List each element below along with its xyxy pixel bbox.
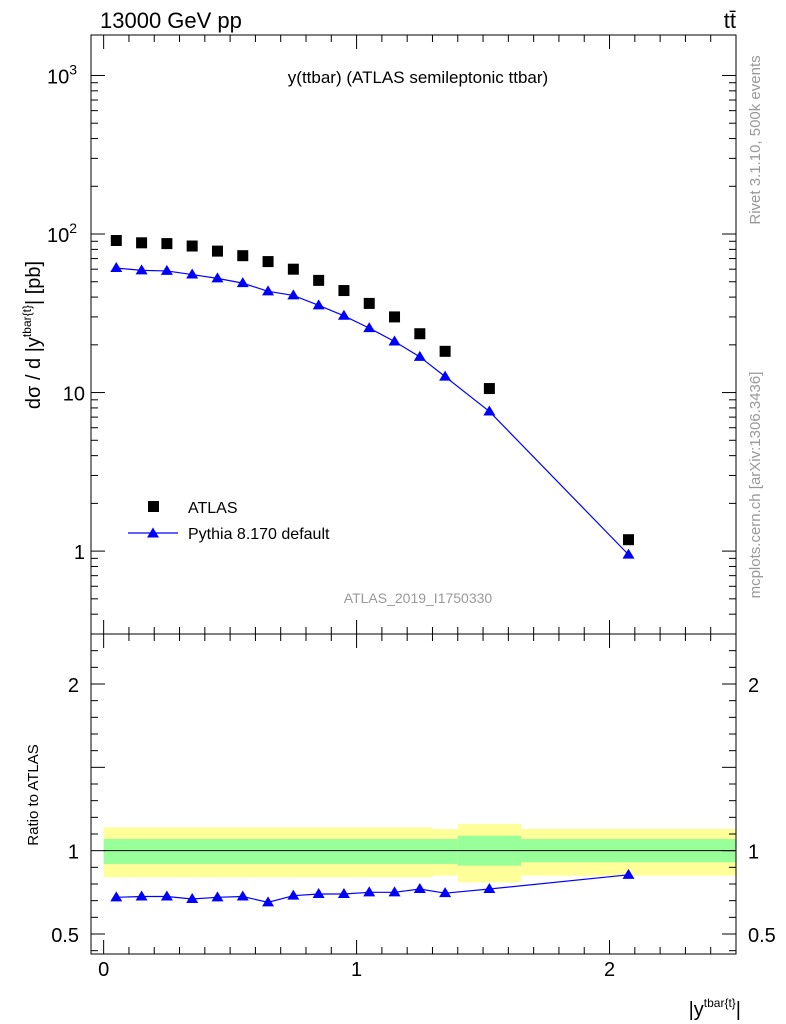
pythia-point [439,370,452,381]
ratio-point [363,886,376,897]
ratio-point [388,886,401,897]
atlas-point [483,383,495,395]
pythia-point [337,309,350,320]
pythia-point [483,405,496,416]
atlas-point [136,237,148,249]
mcplots-label: mcplots.cern.ch [arXiv:1306.3436] [747,372,764,599]
legend-marker-triangle [147,527,159,538]
header-left-label: 13000 GeV pp [100,8,242,33]
ratio-band-green [432,839,458,864]
ratio-point [135,890,148,901]
atlas-point [313,274,325,286]
pythia-point [622,548,635,559]
svg-text:dσ / d |ytbar{t}| [pb]: dσ / d |ytbar{t}| [pb] [20,261,45,409]
ratio-x-tick-label: 0 [98,959,109,981]
pythia-point [135,264,148,275]
pythia-point [287,289,300,300]
ratio-y-tick-label: 1 [68,842,79,864]
x-axis-label: |ytbar{t}| [689,996,741,1021]
ratio-point [110,891,123,902]
ratio-y-tick-labels: 0.5 0.5 1 1 2 2 [51,675,776,947]
main-axis-ticks [91,35,737,635]
legend-entry-pythia: Pythia 8.170 default [128,526,330,543]
main-y-tick-label: 102 [47,220,77,247]
ratio-x-tick-labels: 0 1 2 [98,959,615,981]
atlas-point [338,285,350,297]
pythia-point [236,277,249,288]
pythia-point [160,264,173,275]
pythia-line [116,267,629,556]
rivet-version-label: Rivet 3.1.10, 500k events [747,55,764,224]
ratio-point [262,896,275,907]
ratio-y-tick-label-right: 0.5 [748,925,776,947]
legend-entry-atlas: ATLAS [148,500,238,517]
main-y-tick-label: 10 [63,384,85,406]
svg-text:|ytbar{t}|: |ytbar{t}| [689,996,741,1021]
atlas-point [623,534,634,546]
pythia-series [110,262,635,559]
ratio-y-tick-label: 0.5 [51,925,79,947]
atlas-point [262,256,274,268]
ratio-pythia-series [110,868,635,907]
legend-label-atlas: ATLAS [188,500,238,517]
ratio-y-tick-label: 2 [68,675,79,697]
ratio-point [287,889,300,900]
atlas-point [211,245,223,257]
legend: ATLAS Pythia 8.170 default [128,500,330,543]
main-y-axis-label: dσ / d |ytbar{t}| [pb] [20,261,45,409]
ratio-point [439,887,452,898]
main-y-tick-labels: 1 10 102 103 [47,61,85,564]
ratio-x-tick-label: 2 [604,959,615,981]
ratio-point [483,883,496,893]
main-panel: 1 10 102 103 y(ttbar) (ATLAS semileptonic t… [20,34,737,635]
legend-marker-square [148,501,159,512]
main-title: y(ttbar) (ATLAS semileptonic ttbar) [288,68,548,87]
atlas-point [439,345,451,357]
atlas-point [414,328,426,340]
ratio-panel: 0.5 0.5 1 1 2 2 0 1 2 Ratio to ATLAS |ytbar{t}| [25,633,776,1021]
atlas-point [363,297,375,309]
ratio-y-tick-label-right: 2 [748,675,759,697]
pythia-point [363,322,376,333]
atlas-point [186,240,198,252]
legend-label-pythia: Pythia 8.170 default [188,526,330,543]
ratio-point [211,891,224,902]
pythia-point [186,268,199,279]
main-plot-frame [90,34,737,635]
ratio-point [312,888,325,898]
ratio-axis-ticks [91,633,737,954]
ratio-point [337,888,350,898]
ratio-point [413,883,426,893]
ratio-point [186,893,199,903]
main-y-tick-label: 1 [74,542,85,564]
pythia-point [388,335,401,346]
atlas-point [389,311,401,323]
atlas-point [110,235,122,247]
ratio-point [236,890,249,901]
main-y-tick-label: 103 [47,61,77,88]
ratio-y-tick-label-right: 1 [748,842,759,864]
atlas-series [110,235,634,546]
pythia-point [262,285,275,296]
ratio-plot-frame [90,633,737,955]
ratio-y-axis-label: Ratio to ATLAS [25,744,42,845]
header-right-label: tt̄ [724,8,736,33]
pythia-point [312,299,325,310]
ratio-band-green [103,839,433,864]
ratio-point [160,890,173,901]
ratio-point [622,868,635,879]
svg-text:Ratio to ATLAS: Ratio to ATLAS [25,744,42,845]
atlas-point [237,250,249,262]
ratio-line [116,874,629,903]
atlas-point [161,238,173,250]
pythia-point [413,350,426,361]
atlas-point [287,263,299,275]
pythia-point [110,262,123,273]
ratio-x-tick-label: 1 [351,959,362,981]
watermark-label: ATLAS_2019_I1750330 [344,590,493,606]
pythia-point [211,272,224,283]
ratio-uncertainty-bands [103,824,736,883]
